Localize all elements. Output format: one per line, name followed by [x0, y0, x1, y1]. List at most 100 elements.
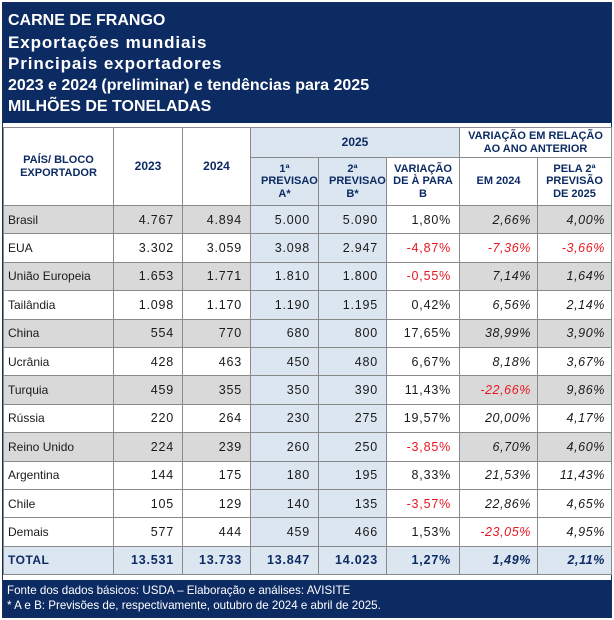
- cell-a: 350: [250, 375, 319, 405]
- total-label: TOTAL: [3, 545, 114, 575]
- cell-y2024: 4.894: [182, 204, 251, 235]
- cell-y2023: 428: [113, 346, 183, 377]
- total-b: 14.023: [318, 545, 387, 575]
- cell-y2023: 3.302: [113, 233, 183, 263]
- table-row: Brasil 4.767 4.894 5.000 5.090 1,80% 2,66% 4,00…: [3, 204, 612, 235]
- cell-b: 480: [318, 346, 387, 377]
- cell-em-2024: 2,66%: [459, 204, 538, 235]
- country-name: União Europeia: [3, 261, 114, 292]
- country-name: China: [3, 318, 114, 348]
- country-name: EUA: [3, 233, 114, 263]
- cell-b: 275: [318, 403, 387, 434]
- cell-y2023: 577: [113, 517, 183, 547]
- cell-pela-2a: 4,95%: [537, 517, 612, 547]
- header-prev-b: 2ª PREVISAO B*: [318, 157, 387, 206]
- cell-y2023: 224: [113, 432, 183, 462]
- title-banner: CARNE DE FRANGO Exportações mundiais Pri…: [3, 3, 611, 123]
- table-row: Demais 577 444 459 466 1,53% -23,05% 4,95%: [3, 517, 612, 547]
- cell-y2023: 105: [113, 488, 183, 519]
- cell-y2023: 4.767: [113, 204, 183, 235]
- cell-b: 1.800: [318, 261, 387, 292]
- total-y2024: 13.733: [182, 545, 251, 575]
- cell-pela-2a: 4,17%: [537, 403, 612, 434]
- cell-a: 3.098: [250, 233, 319, 263]
- cell-pela-2a: 4,60%: [537, 432, 612, 462]
- cell-em-2024: 7,14%: [459, 261, 538, 292]
- cell-var-ab: 17,65%: [386, 318, 460, 348]
- footer-footnote: * A e B: Previsões de, respectivamente, …: [7, 599, 381, 612]
- cell-b: 466: [318, 517, 387, 547]
- cell-y2024: 129: [182, 488, 251, 519]
- cell-y2023: 144: [113, 460, 183, 490]
- cell-em-2024: 6,70%: [459, 432, 538, 462]
- country-name: Ucrânia: [3, 346, 114, 377]
- header-2023: 2023: [113, 127, 183, 206]
- cell-var-ab: -4,87%: [386, 233, 460, 263]
- cell-y2024: 1.771: [182, 261, 251, 292]
- footer-notes: Fonte dos dados básicos: USDA – Elaboraç…: [3, 580, 611, 617]
- cell-var-ab: -0,55%: [386, 261, 460, 292]
- cell-b: 2.947: [318, 233, 387, 263]
- cell-em-2024: 8,18%: [459, 346, 538, 377]
- table-row: Turquia 459 355 350 390 11,43% -22,66% 9,86%: [3, 375, 612, 405]
- country-name: Rússia: [3, 403, 114, 434]
- cell-b: 250: [318, 432, 387, 462]
- table-row: Chile 105 129 140 135 -3,57% 22,86% 4,65%: [3, 488, 612, 519]
- cell-a: 1.810: [250, 261, 319, 292]
- cell-var-ab: 8,33%: [386, 460, 460, 490]
- table-body: Brasil 4.767 4.894 5.000 5.090 1,80% 2,66% 4,00…: [3, 204, 612, 575]
- total-y2023: 13.531: [113, 545, 183, 575]
- cell-a: 230: [250, 403, 319, 434]
- cell-b: 800: [318, 318, 387, 348]
- header-prev-a: 1ª PREVISAO A*: [250, 157, 319, 206]
- title-line-3: Principais exportadores: [8, 54, 223, 73]
- header-variation-group: VARIAÇÃO EM RELAÇÃO AO ANO ANTERIOR: [459, 127, 612, 158]
- table-row: Reino Unido 224 239 260 250 -3,85% 6,70% 4,60%: [3, 432, 612, 462]
- table-row: Argentina 144 175 180 195 8,33% 21,53% 11,43%: [3, 460, 612, 490]
- cell-y2024: 770: [182, 318, 251, 348]
- title-line-4: 2023 e 2024 (preliminar) e tendências pa…: [8, 76, 370, 94]
- header-em-2024: EM 2024: [459, 157, 538, 206]
- total-pela-2a: 2,11%: [537, 545, 612, 575]
- cell-pela-2a: 3,90%: [537, 318, 612, 348]
- cell-em-2024: 21,53%: [459, 460, 538, 490]
- cell-a: 459: [250, 517, 319, 547]
- cell-a: 140: [250, 488, 319, 519]
- total-var-ab: 1,27%: [386, 545, 460, 575]
- table-row: Ucrânia 428 463 450 480 6,67% 8,18% 3,67%: [3, 346, 612, 377]
- country-name: Chile: [3, 488, 114, 519]
- country-name: Brasil: [3, 204, 114, 235]
- cell-y2024: 355: [182, 375, 251, 405]
- cell-y2023: 1.098: [113, 290, 183, 320]
- cell-a: 1.190: [250, 290, 319, 320]
- exporters-table: PAÍS/ BLOCO EXPORTADOR 2023 2024 2025 VA…: [3, 127, 612, 575]
- cell-y2024: 175: [182, 460, 251, 490]
- cell-em-2024: 20,00%: [459, 403, 538, 434]
- cell-var-ab: 19,57%: [386, 403, 460, 434]
- country-name: Argentina: [3, 460, 114, 490]
- country-name: Tailândia: [3, 290, 114, 320]
- cell-b: 195: [318, 460, 387, 490]
- total-em-2024: 1,49%: [459, 545, 538, 575]
- cell-pela-2a: 9,86%: [537, 375, 612, 405]
- cell-b: 135: [318, 488, 387, 519]
- table-row: União Europeia 1.653 1.771 1.810 1.800 -0,55%…: [3, 261, 612, 292]
- cell-pela-2a: 3,67%: [537, 346, 612, 377]
- table-row: Tailândia 1.098 1.170 1.190 1.195 0,42% 6,56% 2…: [3, 290, 612, 320]
- cell-em-2024: -23,05%: [459, 517, 538, 547]
- cell-var-ab: -3,85%: [386, 432, 460, 462]
- cell-y2024: 264: [182, 403, 251, 434]
- cell-y2024: 239: [182, 432, 251, 462]
- cell-em-2024: -22,66%: [459, 375, 538, 405]
- cell-y2024: 463: [182, 346, 251, 377]
- total-row: TOTAL 13.531 13.733 13.847 14.023 1,27% 1,49% 2…: [3, 545, 612, 575]
- title-line-1: CARNE DE FRANGO: [8, 12, 166, 29]
- cell-pela-2a: 4,00%: [537, 204, 612, 235]
- cell-var-ab: 6,67%: [386, 346, 460, 377]
- cell-y2023: 459: [113, 375, 183, 405]
- table-row: Rússia 220 264 230 275 19,57% 20,00% 4,17%: [3, 403, 612, 434]
- cell-em-2024: 6,56%: [459, 290, 538, 320]
- cell-var-ab: 11,43%: [386, 375, 460, 405]
- cell-pela-2a: 11,43%: [537, 460, 612, 490]
